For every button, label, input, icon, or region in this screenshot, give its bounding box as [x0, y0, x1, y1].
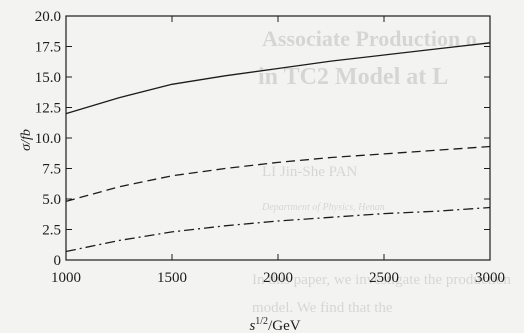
background-title-line: Associate Production o — [262, 26, 477, 51]
x-tick-label: 2500 — [369, 270, 399, 286]
series-group — [65, 42, 491, 253]
background-affiliation-line: Department of Physics, Henan — [262, 202, 385, 213]
plot-frame-border — [65, 15, 491, 261]
x-tick-label: 1000 — [51, 270, 81, 286]
y-tick-label: 7.5 — [42, 162, 61, 178]
x-axis-label-unit: /GeV — [268, 318, 301, 333]
ticks-group: 1000 1500 2000 2500 3000 0 2.5 5.0 7.5 10.0 12.5 15… — [35, 9, 505, 286]
background-title-line: in TC2 Model at L — [258, 64, 449, 90]
x-axis-label-superscript: 1/2 — [255, 316, 268, 327]
y-tick-label: 5.0 — [42, 192, 61, 208]
x-tick-label: 1500 — [157, 270, 187, 286]
series-line-dashdot — [65, 206, 491, 253]
y-axis-label: σ/fb — [19, 129, 34, 151]
plot-frame — [65, 15, 491, 261]
series-line-solid — [65, 42, 491, 115]
x-axis-label-symbol: s — [249, 318, 255, 333]
y-tick-label: 12.5 — [35, 101, 61, 117]
series-line-dashed — [65, 145, 491, 203]
y-tick-label: 17.5 — [35, 40, 61, 56]
background-abstract-line: model. We find that the — [252, 300, 393, 316]
y-tick-label: 15.0 — [35, 70, 61, 86]
y-tick-label: 2.5 — [42, 223, 61, 239]
y-tick-label: 0 — [54, 253, 62, 269]
background-abstract-line: In this paper, we investigate the produc… — [252, 272, 511, 288]
x-axis-label: s1/2/GeV — [249, 316, 300, 333]
y-tick-label: 10.0 — [35, 131, 61, 147]
x-tick-label: 3000 — [475, 270, 505, 286]
y-tick-label: 20.0 — [35, 9, 61, 25]
x-tick-label: 2000 — [263, 270, 293, 286]
background-author-line: LI Jin-She PAN — [262, 164, 358, 180]
